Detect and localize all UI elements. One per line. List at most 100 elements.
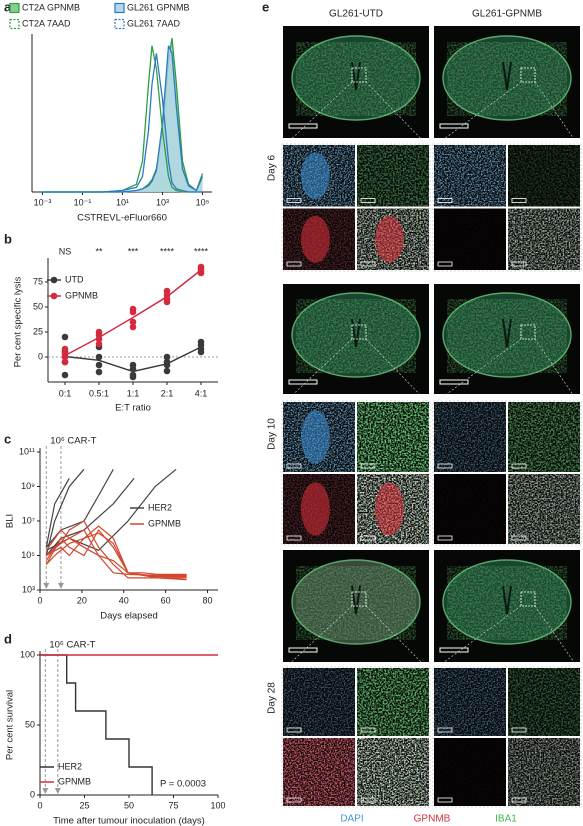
zoom-frame — [281, 400, 431, 546]
x-tick-label: 0:1 — [59, 388, 72, 398]
replicate-point — [95, 368, 103, 376]
micrograph-signal — [434, 668, 506, 736]
x-tick-label: 0 — [37, 595, 42, 605]
x-tick-label: 80 — [203, 595, 213, 605]
panel-label: b — [4, 231, 12, 246]
y-tick-label: 50 — [33, 301, 43, 311]
replicate-point — [61, 371, 69, 379]
scale-bar — [360, 463, 376, 469]
replicate-point — [163, 287, 171, 295]
y-tick-label: 10¹¹ — [19, 446, 35, 456]
micrograph-signal — [508, 474, 580, 544]
zoom-frame — [281, 666, 431, 808]
zoom-line — [435, 338, 522, 403]
panel-label: e — [262, 0, 269, 14]
y-tick-label: 10⁹ — [21, 481, 35, 491]
micrograph-signal — [508, 208, 580, 270]
panel-label: a — [4, 0, 12, 14]
ventricle — [351, 318, 361, 348]
scale-bar — [511, 535, 527, 541]
x-tick-label: 25 — [79, 800, 89, 810]
x-tick-label: 4:1 — [195, 388, 208, 398]
micrograph-signal — [357, 738, 429, 806]
panel-label: c — [4, 431, 11, 446]
mouse-line — [46, 525, 187, 575]
zoom-line — [534, 338, 579, 403]
zoom-box — [351, 591, 367, 607]
legend-label: GPNMB — [65, 290, 98, 300]
micrograph-signal — [357, 145, 429, 207]
scale-bar — [437, 463, 453, 469]
replicate-point — [95, 361, 103, 369]
replicate-point — [61, 350, 69, 358]
ventricle — [351, 585, 361, 615]
x-tick-label: 2:1 — [161, 388, 174, 398]
y-tick-label: 10³ — [22, 584, 35, 594]
injection-arrow — [54, 788, 61, 794]
brain-texture — [447, 42, 567, 116]
x-tick-label: 40 — [119, 595, 129, 605]
annotation: P = 0.0003 — [160, 779, 206, 790]
y-axis-label: BLI — [5, 514, 16, 528]
x-tick-label: 10⁵ — [196, 197, 210, 207]
legend-label: UTD — [65, 274, 84, 284]
y-tick-label: 50 — [25, 719, 35, 729]
scale-bar — [439, 647, 469, 653]
channel-label: GPNMB — [414, 814, 451, 825]
micrograph-signal — [434, 474, 506, 544]
scale-bar — [439, 379, 469, 385]
micrograph-signal — [434, 208, 506, 270]
panel-label: d — [4, 631, 12, 646]
legend-label: CT2A GPNMB — [22, 2, 80, 12]
tumour-signal — [301, 482, 330, 536]
x-tick-label: 100 — [210, 800, 225, 810]
row-label: Day 6 — [267, 155, 278, 182]
y-tick-label: 25 — [33, 326, 43, 336]
replicate-point — [197, 263, 205, 271]
legend-label: GPNMB — [58, 776, 91, 786]
scale-bar — [511, 198, 527, 203]
zoom-line — [435, 81, 522, 146]
scale-bar — [288, 379, 318, 385]
legend-label: GL261 7AAD — [127, 18, 181, 28]
replicate-point — [129, 361, 137, 369]
y-tick-label: 0 — [30, 789, 35, 799]
significance-label: ** — [95, 246, 103, 256]
scale-bar — [437, 198, 453, 203]
legend-label: HER2 — [58, 761, 82, 771]
scale-bar — [437, 261, 453, 267]
y-tick-label: 75 — [33, 276, 43, 286]
tumour-signal — [301, 152, 330, 200]
scale-bar — [288, 647, 318, 653]
x-tick-label: 10¹ — [116, 197, 129, 207]
brain-texture — [447, 566, 567, 640]
scale-bar — [360, 198, 376, 203]
x-axis-label: Time after tumour inoculation (days) — [53, 816, 205, 826]
brain-texture — [447, 299, 567, 373]
zoom-box — [351, 67, 367, 83]
scale-bar — [286, 535, 302, 541]
replicate-point — [163, 358, 171, 366]
channel-label: IBA1 — [495, 814, 517, 825]
x-axis-label: Days elapsed — [100, 611, 158, 622]
legend-swatch — [114, 2, 125, 14]
zoom-line — [284, 605, 353, 669]
y-axis-label: Per cent specific lysis — [13, 276, 24, 367]
survival-line — [40, 654, 153, 795]
scale-bar — [286, 797, 302, 803]
brain-texture — [296, 299, 416, 373]
scale-bar — [360, 797, 376, 803]
micrograph-signal — [434, 738, 506, 806]
injection-arrow — [57, 583, 64, 589]
y-tick-label: 100 — [20, 649, 35, 659]
x-tick-label: 50 — [124, 800, 134, 810]
replicate-point — [95, 353, 103, 361]
histogram-line — [42, 53, 203, 193]
ventricle — [502, 61, 512, 91]
scale-bar — [437, 727, 453, 733]
tumour-signal — [301, 410, 330, 464]
mouse-line — [45, 532, 187, 578]
scale-bar — [286, 261, 302, 267]
zoom-line — [365, 338, 428, 403]
zoom-line — [534, 605, 579, 669]
